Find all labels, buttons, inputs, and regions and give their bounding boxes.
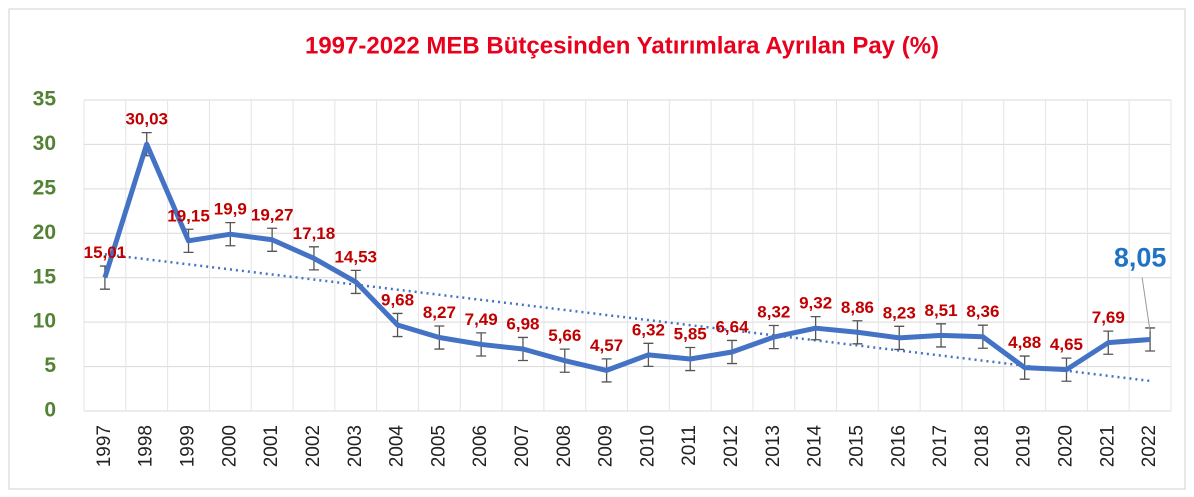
data-label: 8,51 [925, 301, 958, 320]
x-tick-label: 2014 [805, 425, 826, 468]
data-label: 15,01 [84, 243, 127, 262]
x-tick-label: 1999 [178, 425, 199, 467]
x-tick-label: 2021 [1097, 425, 1118, 467]
data-label: 8,32 [757, 303, 790, 322]
chart-title: 1997-2022 MEB Bütçesinden Yatırımlara Ay… [305, 32, 939, 59]
y-tick-label: 10 [33, 310, 56, 333]
x-tick-label: 2007 [512, 425, 533, 467]
data-label: 19,9 [214, 200, 247, 219]
x-tick-label: 2004 [387, 425, 408, 468]
x-tick-label: 2020 [1055, 425, 1076, 467]
series-line [102, 141, 1151, 373]
data-label: 8,05 [1114, 243, 1167, 273]
data-label: 4,88 [1008, 333, 1041, 352]
x-tick-label: 2006 [470, 425, 491, 467]
x-tick-label: 2012 [721, 425, 742, 467]
data-label: 6,64 [715, 317, 749, 336]
y-tick-label: 0 [44, 399, 56, 422]
y-tick-label: 30 [33, 132, 56, 155]
data-label: 8,36 [966, 302, 999, 321]
trendline [104, 252, 1151, 383]
y-tick-label: 15 [33, 265, 57, 288]
x-tick-label: 2002 [303, 425, 324, 467]
data-label: 19,27 [251, 205, 294, 224]
data-label: 8,86 [841, 298, 874, 317]
data-label: 8,27 [423, 303, 456, 322]
x-tick-label: 2016 [888, 425, 909, 467]
x-tick-label: 2013 [763, 425, 784, 467]
x-tick-label: 2019 [1014, 425, 1035, 467]
data-label: 7,69 [1092, 308, 1125, 327]
data-label: 9,68 [381, 290, 414, 309]
y-tick-label: 5 [44, 354, 56, 377]
x-tick-label: 2000 [219, 425, 240, 467]
x-tick-label: 2010 [637, 425, 658, 467]
x-tick-label: 2008 [554, 425, 575, 467]
data-label: 6,32 [632, 320, 665, 339]
data-label: 4,65 [1050, 335, 1083, 354]
data-label: 5,66 [548, 326, 581, 345]
data-label: 14,53 [334, 247, 377, 266]
x-tick-label: 1998 [136, 425, 157, 467]
x-tick-label: 1997 [94, 425, 115, 467]
x-tick-label: 2017 [930, 425, 951, 467]
data-label: 7,49 [465, 310, 498, 329]
x-tick-label: 2009 [596, 425, 617, 467]
data-label: 6,98 [506, 314, 539, 333]
y-tick-label: 25 [33, 176, 57, 199]
x-tick-label: 2001 [261, 425, 282, 467]
data-label: 19,15 [167, 206, 210, 225]
error-bar [1145, 327, 1156, 352]
chart-frame [8, 8, 1186, 490]
x-tick-label: 2003 [345, 425, 366, 467]
data-label: 8,23 [883, 303, 916, 322]
y-tick-label: 35 [33, 88, 57, 111]
data-label: 4,57 [590, 336, 623, 355]
x-tick-label: 2011 [679, 425, 700, 466]
data-label: 5,85 [674, 325, 707, 344]
data-label: 9,32 [799, 294, 832, 313]
x-tick-label: 2018 [972, 425, 993, 467]
x-tick-label: 2005 [428, 425, 449, 467]
data-label: 17,18 [293, 224, 336, 243]
y-tick-label: 20 [33, 221, 56, 244]
data-label: 30,03 [125, 110, 168, 129]
x-tick-label: 2022 [1139, 425, 1160, 467]
x-tick-label: 2015 [846, 425, 867, 467]
leader-line [1141, 277, 1151, 332]
